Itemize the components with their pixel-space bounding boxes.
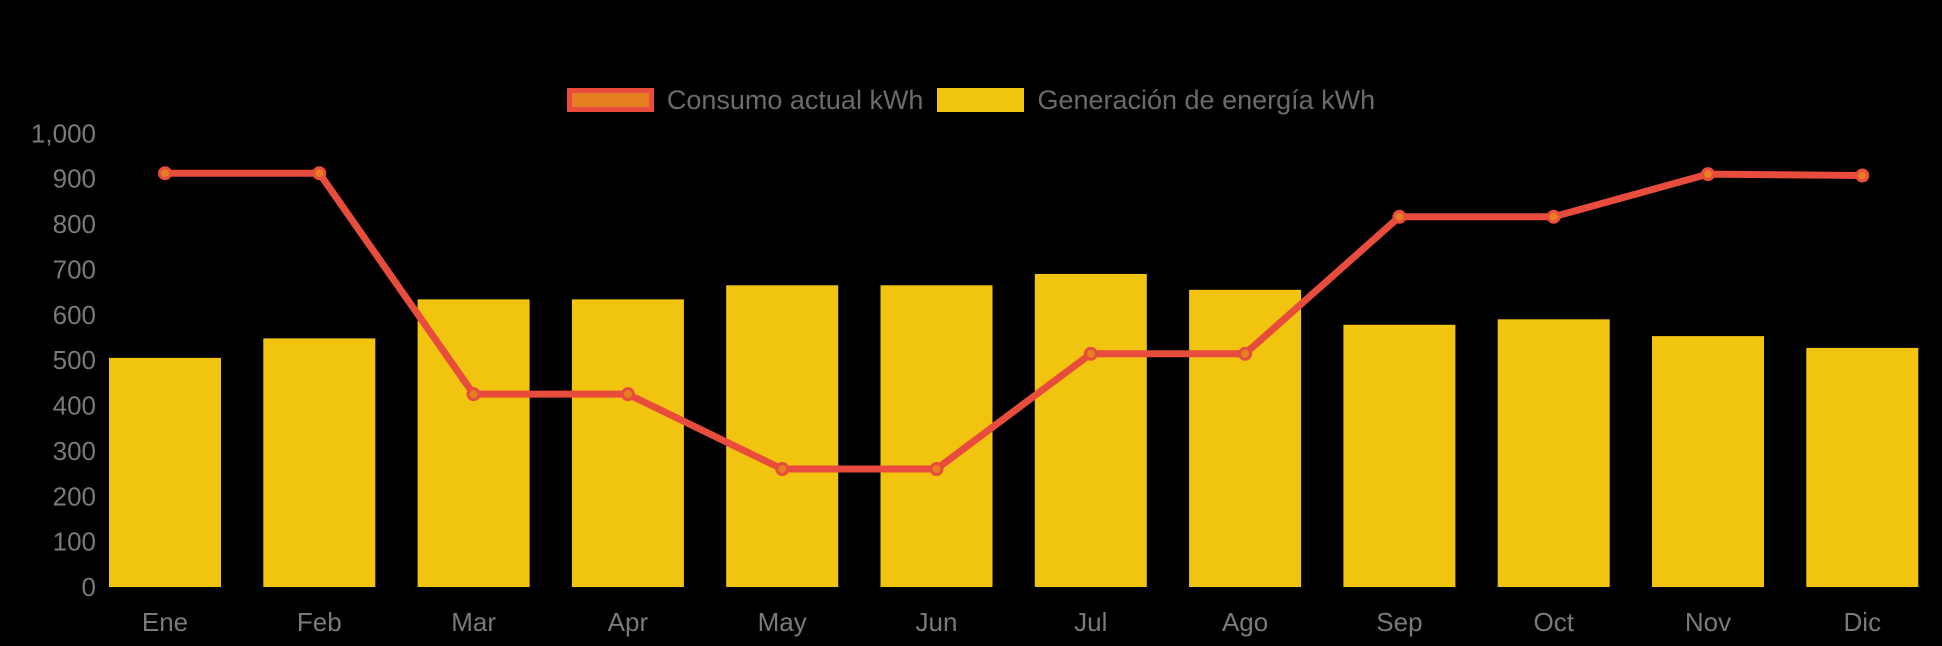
bar-feb bbox=[263, 338, 376, 587]
bar-may bbox=[726, 285, 839, 587]
x-axis-tick-label: May bbox=[758, 607, 807, 637]
x-axis-tick-label: Oct bbox=[1533, 607, 1574, 637]
consumo-point-sep bbox=[1392, 209, 1407, 224]
x-axis-tick-label: Sep bbox=[1376, 607, 1422, 637]
x-axis-tick-label: Nov bbox=[1685, 607, 1731, 637]
consumo-point-mar bbox=[466, 387, 481, 402]
y-axis-tick-label: 200 bbox=[53, 481, 96, 511]
legend-swatch-generacion-icon bbox=[937, 88, 1025, 112]
bar-dic bbox=[1806, 347, 1919, 587]
y-axis-tick-label: 1,000 bbox=[31, 118, 96, 148]
y-axis-tick-label: 900 bbox=[53, 164, 96, 194]
legend-label-consumo: Consumo actual kWh bbox=[666, 85, 924, 115]
y-axis-tick-label: 300 bbox=[53, 436, 96, 466]
consumo-point-feb bbox=[312, 166, 327, 181]
bar-sep bbox=[1343, 324, 1456, 587]
x-axis-tick-label: Ago bbox=[1222, 607, 1268, 637]
x-axis-tick-label: Jun bbox=[916, 607, 958, 637]
consumo-point-nov bbox=[1701, 167, 1715, 182]
bar-apr bbox=[571, 299, 684, 587]
x-axis-tick-label: Ene bbox=[142, 607, 188, 637]
y-axis-tick-label: 500 bbox=[53, 345, 96, 375]
consumo-point-ago bbox=[1238, 346, 1253, 361]
consumo-point-jun bbox=[929, 462, 944, 477]
x-axis-tick-label: Dic bbox=[1844, 607, 1882, 637]
legend-item-generacion[interactable]: Generación de energía kWh bbox=[937, 86, 1375, 114]
chart-legend: Consumo actual kWh Generación de energía… bbox=[0, 86, 1942, 114]
consumo-point-dic bbox=[1855, 168, 1870, 183]
consumo-point-jul bbox=[1083, 346, 1098, 361]
bar-jul bbox=[1034, 273, 1147, 587]
bar-nov bbox=[1652, 336, 1764, 587]
bar-ene bbox=[109, 357, 221, 587]
consumo-point-ene bbox=[158, 166, 172, 181]
consumo-point-apr bbox=[620, 387, 635, 402]
y-axis-tick-label: 100 bbox=[53, 527, 96, 557]
y-axis-tick-label: 400 bbox=[53, 391, 96, 421]
bar-oct bbox=[1497, 319, 1610, 587]
bar-mar bbox=[417, 299, 530, 587]
legend-item-consumo[interactable]: Consumo actual kWh bbox=[566, 85, 924, 115]
y-axis-tick-label: 600 bbox=[53, 300, 96, 330]
legend-swatch-consumo-icon bbox=[566, 88, 654, 112]
x-axis-tick-label: Apr bbox=[608, 607, 649, 637]
bar-ago bbox=[1189, 289, 1302, 587]
consumo-line bbox=[161, 169, 1866, 473]
y-axis-tick-label: 700 bbox=[53, 254, 96, 284]
y-axis-tick-label: 800 bbox=[53, 209, 96, 239]
x-axis-tick-label: Mar bbox=[451, 607, 496, 637]
consumo-point-may bbox=[775, 462, 790, 477]
bar-jun bbox=[880, 285, 993, 587]
x-axis-tick-label: Feb bbox=[297, 607, 342, 637]
y-axis-tick-label: 0 bbox=[82, 572, 96, 602]
legend-label-generacion: Generación de energía kWh bbox=[1037, 85, 1376, 115]
consumo-point-oct bbox=[1546, 209, 1561, 224]
x-axis-tick-label: Jul bbox=[1074, 607, 1107, 637]
